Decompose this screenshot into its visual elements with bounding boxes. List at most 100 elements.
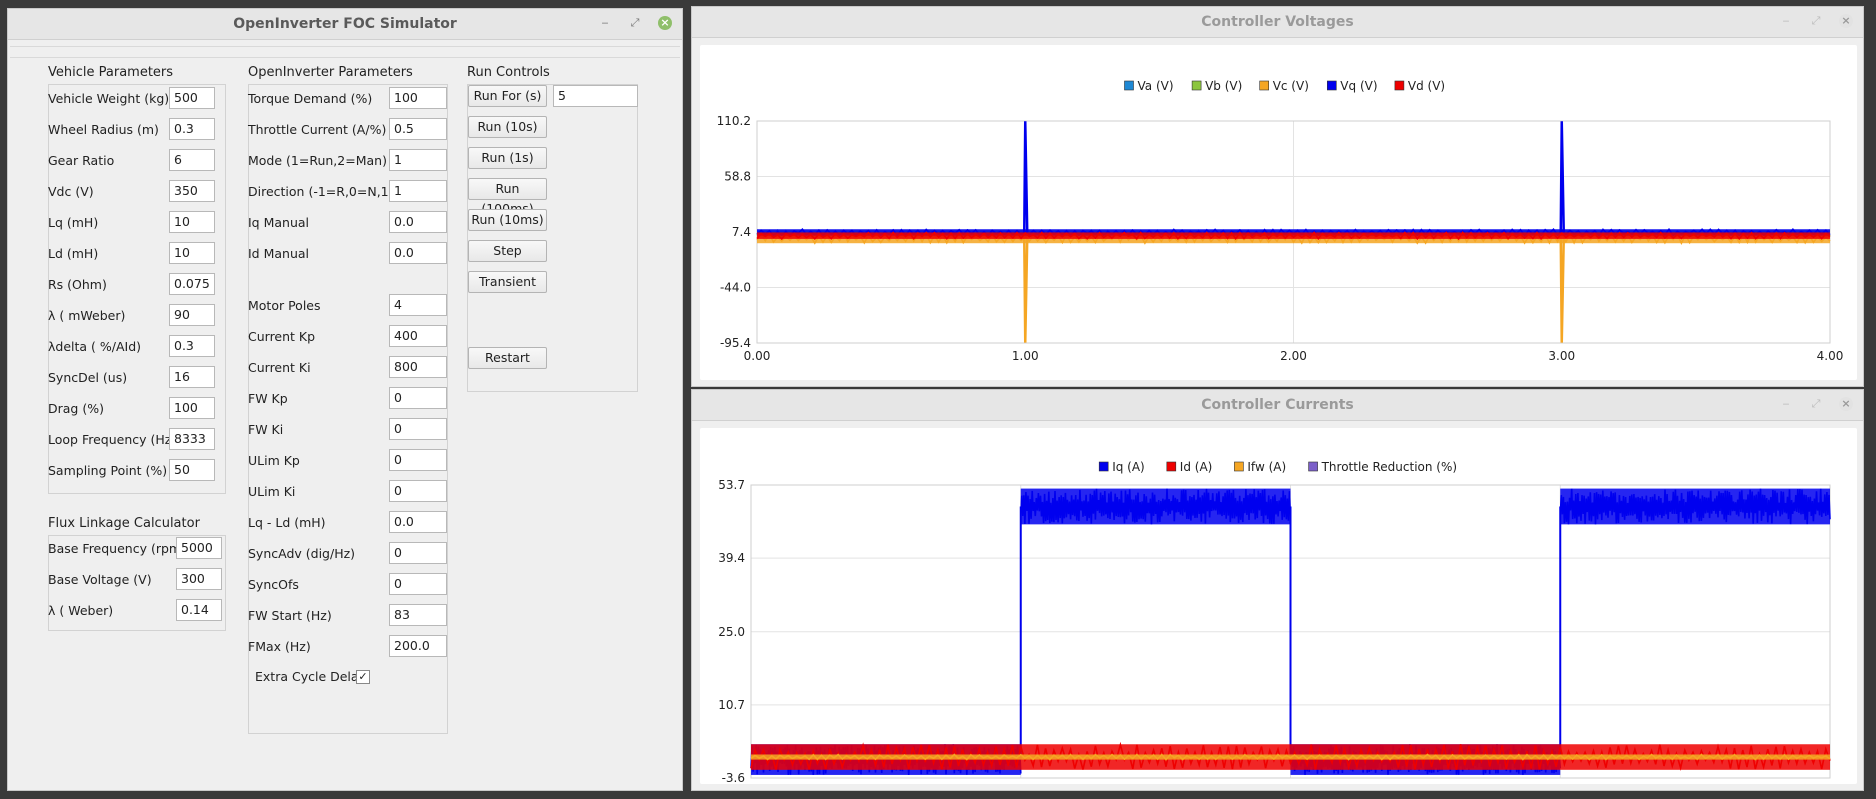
y-tick-label: 58.8	[724, 170, 751, 184]
run-button-run-10ms[interactable]: Run (10ms)	[468, 209, 547, 231]
legend-label: Ifw (A)	[1247, 460, 1286, 474]
base-frequency-rpm-input[interactable]: 5000	[176, 537, 222, 559]
base-voltage-v-input[interactable]: 300	[176, 568, 222, 590]
legend-label: Vq (V)	[1340, 79, 1377, 93]
maximize-icon[interactable]: ⤢	[1811, 14, 1821, 27]
field-label: ULim Ki	[248, 484, 296, 499]
close-icon[interactable]: ×	[658, 16, 672, 30]
maximize-icon[interactable]: ⤢	[630, 16, 640, 29]
minimize-icon[interactable]: ‒	[1782, 397, 1790, 410]
plot-border	[750, 484, 1831, 779]
vehicle-weight-kg-input[interactable]: 500	[169, 87, 215, 109]
fw-ki-input[interactable]: 0	[389, 418, 447, 440]
field-label: Base Voltage (V)	[48, 572, 152, 587]
run-controls-frame	[467, 84, 638, 392]
mode-1-run-2-man-input[interactable]: 1	[389, 149, 447, 171]
series-band-vd-v	[757, 232, 1830, 239]
currents-titlebar[interactable]: Controller Currents ‒ ⤢ ×	[692, 390, 1863, 421]
series-band-iq-a	[1560, 488, 1830, 525]
lq-ld-mh-input[interactable]: 0.0	[389, 511, 447, 533]
syncdel-us-input[interactable]: 16	[169, 366, 215, 388]
sampling-point-input[interactable]: 50	[169, 459, 215, 481]
series-band-ifw-a	[751, 754, 1830, 760]
legend-label: Vb (V)	[1205, 79, 1242, 93]
close-icon[interactable]: ×	[1839, 14, 1853, 28]
openinverter-group-title: OpenInverter Parameters	[248, 65, 413, 80]
legend-label: Vd (V)	[1408, 79, 1445, 93]
vdc-v-input[interactable]: 350	[169, 180, 215, 202]
run-button-step[interactable]: Step	[468, 240, 547, 262]
syncadv-dig-hz-input[interactable]: 0	[389, 542, 447, 564]
window-title: OpenInverter FOC Simulator	[233, 16, 457, 32]
fw-start-hz-input[interactable]: 83	[389, 604, 447, 626]
legend-label: Throttle Reduction (%)	[1321, 460, 1457, 474]
ld-mh-input[interactable]: 10	[169, 242, 215, 264]
vehicle-group-title: Vehicle Parameters	[48, 65, 174, 80]
current-ki-input[interactable]: 800	[389, 356, 447, 378]
minimize-icon[interactable]: ‒	[601, 16, 609, 29]
delta-aid-input[interactable]: 0.3	[169, 335, 215, 357]
voltages-titlebar[interactable]: Controller Voltages ‒ ⤢ ×	[692, 7, 1863, 38]
extra-cycle-delay-checkbox[interactable]: ✓	[356, 670, 370, 684]
field-label: Wheel Radius (m)	[48, 122, 159, 137]
series-band-iq-a	[1020, 488, 1291, 525]
simulator-titlebar[interactable]: OpenInverter FOC Simulator ‒ ⤢ ×	[8, 9, 682, 40]
series-spike-vq-v	[1559, 121, 1565, 233]
direction-1-r-0-n-1-f-input[interactable]: 1	[389, 180, 447, 202]
y-tick-label: 39.4	[718, 551, 745, 565]
field-label: Iq Manual	[248, 215, 310, 230]
gear-ratio-input[interactable]: 6	[169, 149, 215, 171]
close-icon[interactable]: ×	[1839, 397, 1853, 411]
flux-group-title: Flux Linkage Calculator	[48, 516, 200, 531]
loop-frequency-hz-input[interactable]: 8333	[169, 428, 215, 450]
fw-kp-input[interactable]: 0	[389, 387, 447, 409]
run-button-run-1s[interactable]: Run (1s)	[468, 147, 547, 169]
run-for-button[interactable]: Run For (s)	[468, 85, 547, 107]
wheel-radius-m-input[interactable]: 0.3	[169, 118, 215, 140]
x-tick-label: 1.00	[1012, 349, 1039, 363]
legend-label: Iq (A)	[1112, 460, 1145, 474]
fmax-hz-input[interactable]: 200.0	[389, 635, 447, 657]
vehicle-group-frame	[48, 84, 226, 494]
ulim-kp-input[interactable]: 0	[389, 449, 447, 471]
field-label: Vehicle Weight (kg)	[48, 91, 170, 106]
field-label: Base Frequency (rpm)	[48, 541, 186, 556]
flux-group-frame	[48, 535, 226, 631]
field-label: FW Ki	[248, 422, 284, 437]
voltages-chart-svg: 0.00 1.00 2.00 3.00 4.00 110.2 58.8 7.4 -44.0 -95…	[717, 79, 1844, 363]
ulim-ki-input[interactable]: 0	[389, 480, 447, 502]
field-label: Lq (mH)	[48, 215, 99, 230]
weber-input[interactable]: 0.14	[176, 599, 222, 621]
mweber-input[interactable]: 90	[169, 304, 215, 326]
lq-mh-input[interactable]: 10	[169, 211, 215, 233]
field-label: λ ( Weber)	[48, 603, 114, 618]
minimize-icon[interactable]: ‒	[1782, 14, 1790, 27]
run-button-run-10s[interactable]: Run (10s)	[468, 116, 547, 138]
motor-poles-input[interactable]: 4	[389, 294, 447, 316]
field-label: Vdc (V)	[48, 184, 94, 199]
window-title: Controller Voltages	[1201, 14, 1354, 30]
rs-ohm-input[interactable]: 0.075	[169, 273, 215, 295]
restart-button[interactable]: Restart	[468, 347, 547, 369]
syncofs-input[interactable]: 0	[389, 573, 447, 595]
current-kp-input[interactable]: 400	[389, 325, 447, 347]
torque-demand-input[interactable]: 100	[389, 87, 447, 109]
field-label: Id Manual	[248, 246, 310, 261]
run-button-run-100ms[interactable]: Run (100ms)	[468, 178, 547, 216]
field-label: SyncAdv (dig/Hz)	[248, 546, 356, 561]
drag-input[interactable]: 100	[169, 397, 215, 419]
field-label: ULim Kp	[248, 453, 300, 468]
throttle-current-a-input[interactable]: 0.5	[389, 118, 447, 140]
run-for-seconds-input[interactable]: 5	[553, 85, 638, 107]
maximize-icon[interactable]: ⤢	[1811, 397, 1821, 410]
x-tick-label: 3.00	[1548, 349, 1575, 363]
run-button-transient[interactable]: Transient	[468, 271, 547, 293]
field-label: Current Kp	[248, 329, 316, 344]
series-spike-vc-v	[1023, 238, 1029, 343]
iq-manual-input[interactable]: 0.0	[389, 211, 447, 233]
id-manual-input[interactable]: 0.0	[389, 242, 447, 264]
legend-swatch	[1234, 461, 1244, 472]
y-tick-label: 110.2	[717, 114, 751, 128]
field-label: Motor Poles	[248, 298, 321, 313]
field-label: Throttle Current (A/%)	[248, 122, 387, 137]
